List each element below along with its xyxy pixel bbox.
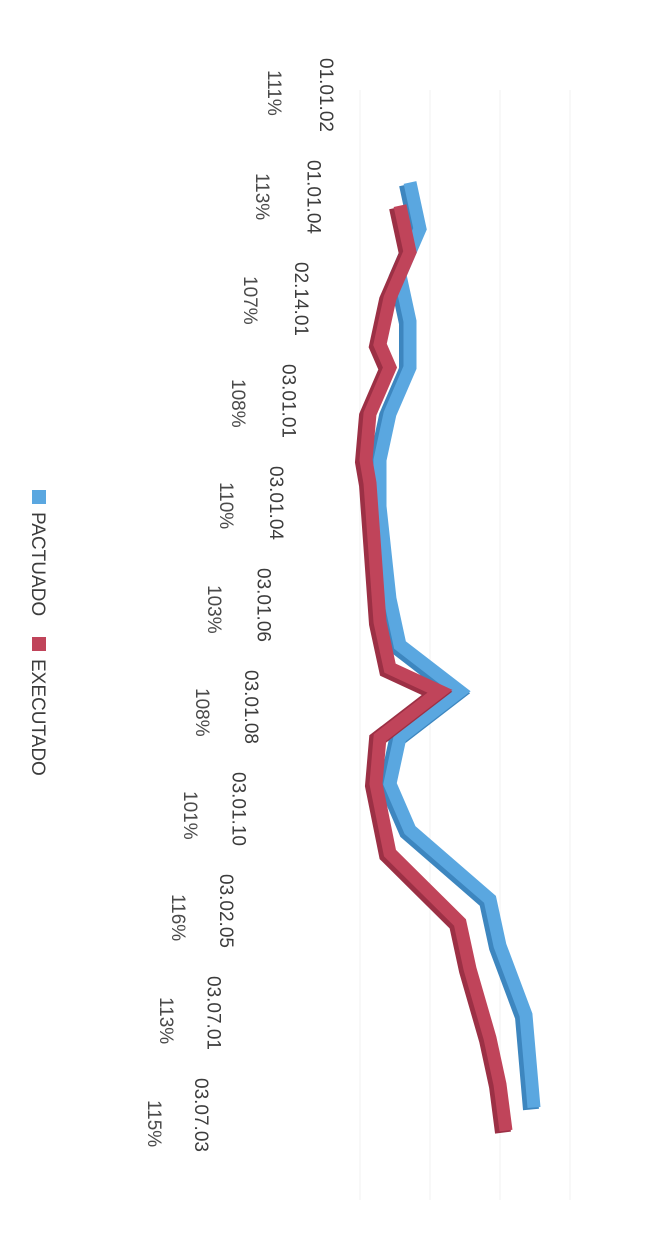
series-layer (354, 181, 541, 1134)
category-label: 03.01.04 (265, 466, 286, 540)
legend-swatch-executado (32, 637, 46, 651)
percent-label: 108% (227, 379, 248, 428)
series-line-executado (359, 204, 513, 1132)
legend: PACTUADO EXECUTADO (27, 490, 48, 776)
category-label: 03.02.05 (215, 874, 236, 948)
percent-label: 116% (167, 894, 188, 941)
series-line-pactuado (373, 181, 541, 1109)
percent-label: 108% (191, 688, 212, 737)
category-labels: 01.01.02 01.01.04 02.14.01 03.01.01 03.01.04… (190, 58, 336, 1152)
percent-label: 113% (251, 173, 272, 220)
percent-label: 115% (143, 1100, 164, 1147)
percent-label: 101% (179, 791, 200, 840)
legend-label-executado: EXECUTADO (27, 659, 48, 776)
legend-swatch-pactuado (32, 490, 46, 504)
percent-label: 111% (263, 70, 284, 116)
category-label: 03.07.01 (203, 976, 224, 1050)
category-label: 03.01.01 (278, 364, 299, 438)
category-label: 02.14.01 (290, 262, 311, 336)
category-label: 03.01.08 (240, 670, 261, 744)
category-label: 03.01.10 (228, 772, 249, 846)
gridlines (359, 90, 571, 1200)
category-label: 03.07.03 (190, 1078, 211, 1152)
percent-label: 110% (215, 482, 236, 529)
category-label: 01.01.04 (303, 160, 324, 234)
category-label: 03.01.06 (253, 568, 274, 642)
category-label: 01.01.02 (315, 58, 336, 132)
percent-label: 107% (239, 276, 260, 325)
percent-label: 113% (155, 997, 176, 1044)
percent-label: 103% (203, 585, 224, 634)
percent-labels: 111% 113% 107% 108% 110% 103% 108% 101% 116% 113%… (143, 70, 284, 1147)
legend-label-pactuado: PACTUADO (27, 512, 48, 616)
